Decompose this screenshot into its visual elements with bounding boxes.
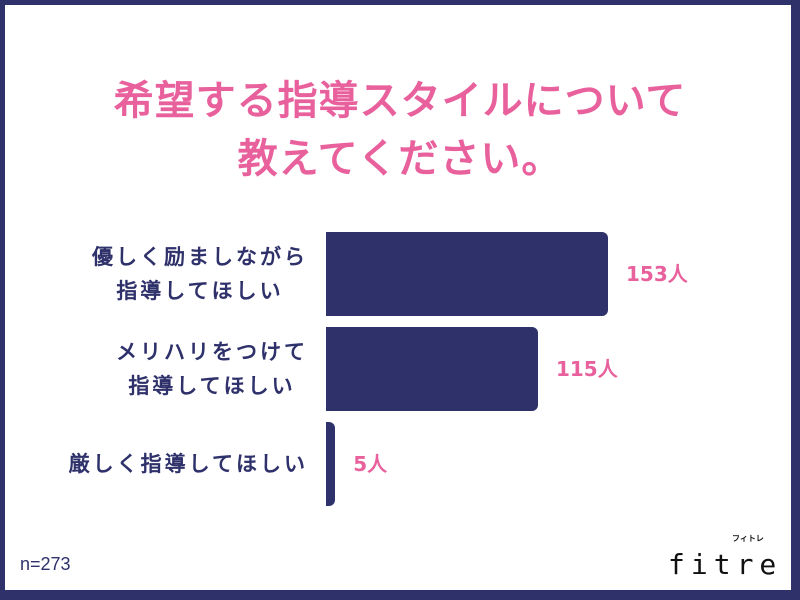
category-label: メリハリをつけて 指導してほしい	[116, 335, 308, 403]
value-label: 115人	[555, 357, 618, 381]
category-label-line: 厳しく指導してほしい	[68, 452, 308, 476]
category-label-line: 優しく励ましながら	[92, 245, 308, 269]
category-label-line: 指導してほしい	[116, 279, 284, 303]
title-line-1: 希望する指導スタイルについて	[113, 78, 687, 124]
category-label: 厳しく指導してほしい	[69, 447, 308, 481]
fitre-logo-sub: フィトレ	[732, 534, 764, 543]
category-label-line: メリハリをつけて	[116, 340, 308, 364]
fitre-logo: fitre	[668, 548, 783, 581]
category-label-line: 指導してほしい	[128, 374, 296, 398]
sample-size: n=273	[20, 554, 71, 574]
category-label: 優しく励ましながら 指導してほしい	[92, 240, 308, 308]
chart-title: 希望する指導スタイルについて 教えてください。	[0, 72, 800, 188]
title-line-2: 教えてください。	[237, 136, 563, 182]
bar	[326, 422, 336, 506]
bar	[326, 327, 538, 411]
value-label: 153人	[626, 262, 688, 286]
bar	[326, 232, 608, 316]
value-label: 5人	[353, 452, 388, 476]
